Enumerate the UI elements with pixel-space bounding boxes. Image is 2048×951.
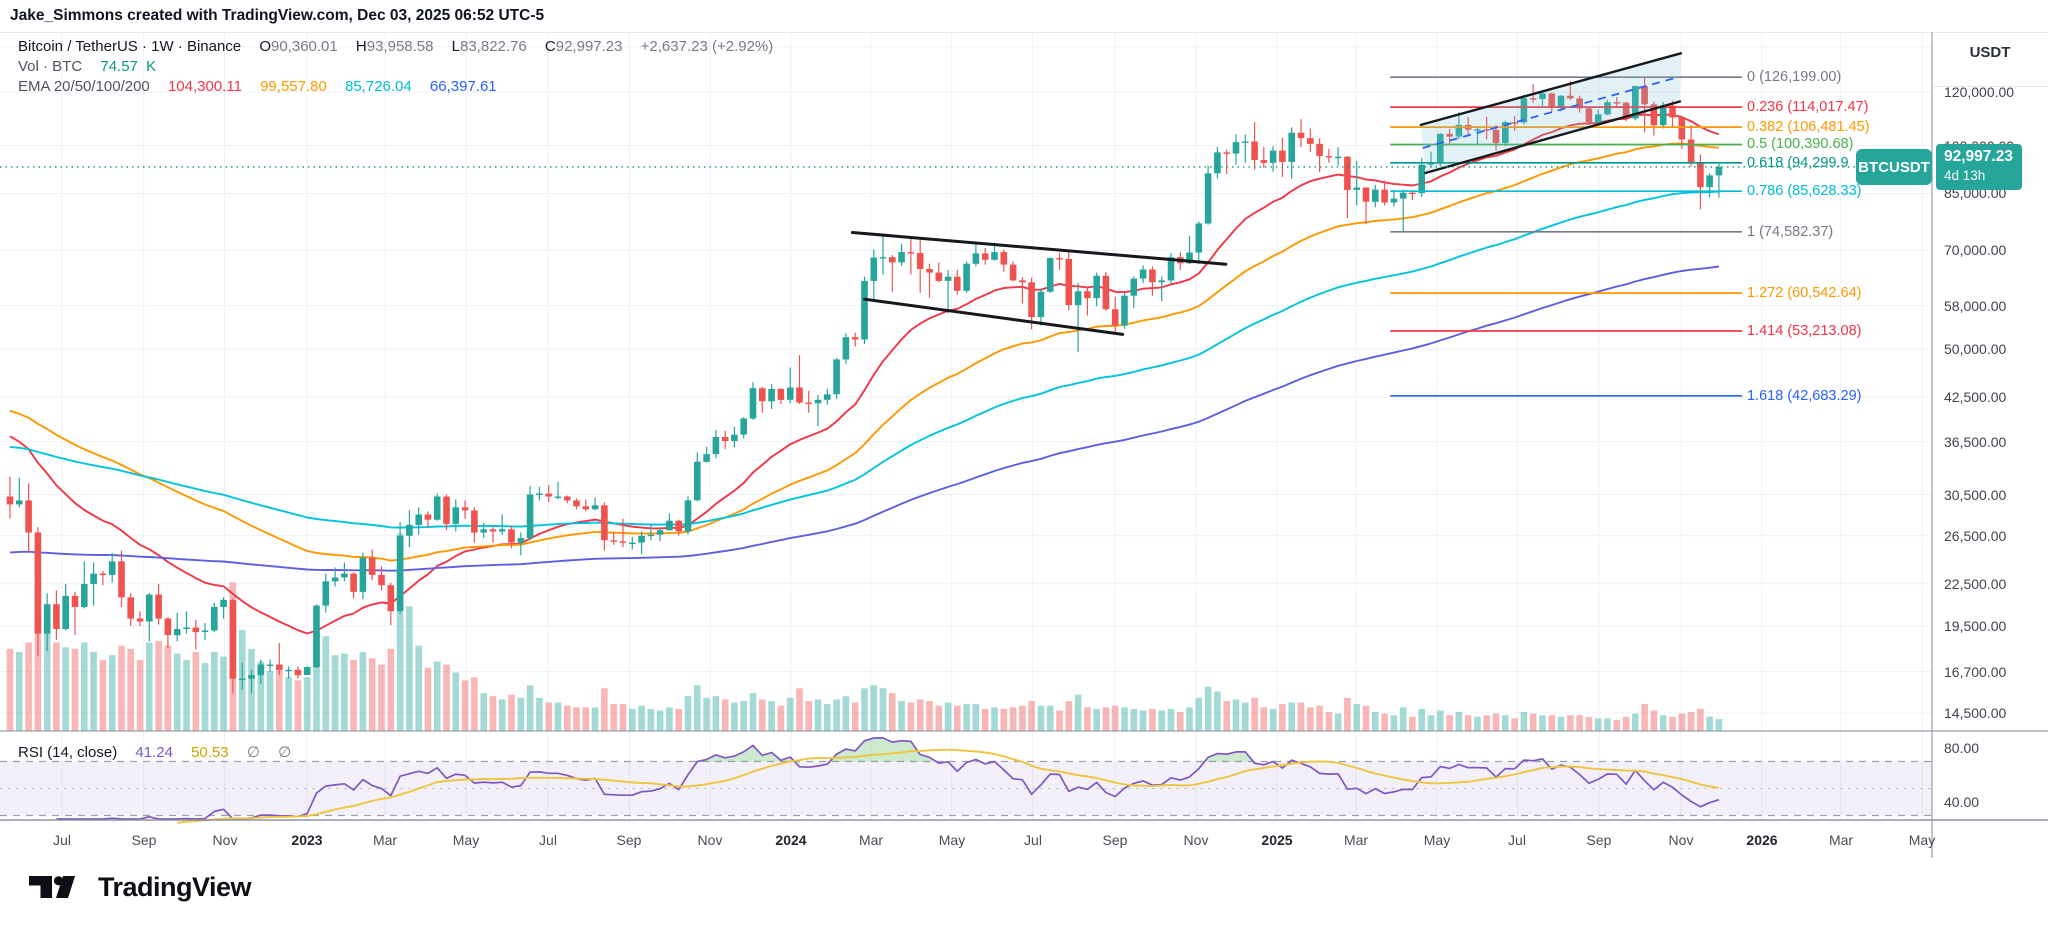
tradingview-logo[interactable]: TradingView bbox=[28, 872, 252, 903]
time-tick: Mar bbox=[1828, 832, 1854, 848]
ohlc-open-label: O bbox=[259, 38, 271, 55]
time-tick: Jul bbox=[53, 832, 71, 848]
time-tick: Jul bbox=[1508, 832, 1526, 848]
rsi-tick: 40.00 bbox=[1944, 794, 1980, 810]
time-tick: 2024 bbox=[775, 832, 807, 848]
time-tick: 2025 bbox=[1261, 832, 1293, 848]
fib-level-label[interactable]: 1.618 (42,683.29) bbox=[1747, 388, 1862, 404]
symbol-legend[interactable]: Bitcoin / TetherUS · 1W · Binance O90,36… bbox=[18, 38, 773, 55]
fib-level-label[interactable]: 1.414 (53,213.08) bbox=[1747, 323, 1862, 339]
volume-value: 74.57 bbox=[100, 58, 138, 75]
rsi-value: 41.24 bbox=[135, 744, 173, 761]
time-tick: Nov bbox=[1183, 832, 1209, 848]
price-tick: 36,500.00 bbox=[1944, 434, 2007, 450]
time-tick: May bbox=[938, 832, 966, 848]
time-tick: Jul bbox=[1024, 832, 1042, 848]
price-tick: 16,700.00 bbox=[1944, 664, 2007, 680]
volume-label: Vol · BTC bbox=[18, 58, 83, 75]
time-tick: Mar bbox=[858, 832, 884, 848]
ohlc-high-value: 93,958.58 bbox=[366, 38, 434, 55]
rsi-empty-icon: ∅ bbox=[246, 744, 260, 761]
time-tick: Jul bbox=[539, 832, 557, 848]
price-tick: 42,500.00 bbox=[1944, 389, 2007, 405]
volume-legend[interactable]: Vol · BTC 74.57 K bbox=[18, 58, 156, 75]
rsi-title: RSI (14, close) bbox=[18, 744, 118, 761]
ohlc-low-value: 83,822.76 bbox=[460, 38, 527, 55]
price-tick: 19,500.00 bbox=[1944, 618, 2007, 634]
bar-countdown: 4d 13h bbox=[1944, 168, 1986, 183]
time-tick: Mar bbox=[372, 832, 398, 848]
ema-legend[interactable]: EMA 20/50/100/200 104,300.11 99,557.80 8… bbox=[18, 78, 497, 95]
volume-unit: K bbox=[146, 58, 157, 75]
fib-level-label[interactable]: 1.272 (60,542.64) bbox=[1747, 285, 1862, 301]
price-tick: 26,500.00 bbox=[1944, 528, 2007, 544]
chart-frame bbox=[0, 32, 2048, 859]
rsi-ma-value: 50.53 bbox=[191, 744, 229, 761]
ticker-badge: BTCUSDT bbox=[1856, 149, 1932, 185]
price-tick: 70,000.00 bbox=[1944, 242, 2007, 258]
rsi-legend[interactable]: RSI (14, close) 41.24 50.53 ∅ ∅ bbox=[18, 743, 291, 761]
price-axis-currency[interactable]: USDT bbox=[1969, 44, 2011, 61]
price-tick: 30,500.00 bbox=[1944, 487, 2007, 503]
fib-level-label[interactable]: 1 (74,582.37) bbox=[1747, 224, 1834, 240]
axis-header-divider bbox=[1933, 86, 2048, 87]
ema-label: EMA 20/50/100/200 bbox=[18, 78, 150, 95]
time-tick: May bbox=[1423, 832, 1451, 848]
fib-level-label[interactable]: 0.5 (100,390.68) bbox=[1747, 136, 1854, 152]
ohlc-low-label: L bbox=[451, 38, 460, 55]
ohlc-open-value: 90,360.01 bbox=[271, 38, 338, 55]
time-tick: Nov bbox=[212, 832, 238, 848]
change-value: +2,637.23 (+2.92%) bbox=[640, 38, 774, 55]
time-tick: Mar bbox=[1343, 832, 1369, 848]
ema50-value: 99,557.80 bbox=[260, 78, 327, 95]
fib-level-label[interactable]: 0.382 (106,481.45) bbox=[1747, 119, 1870, 135]
time-tick: Sep bbox=[131, 832, 157, 848]
time-tick: Sep bbox=[616, 832, 642, 848]
last-price-badge: 92,997.23 4d 13h bbox=[1936, 144, 2022, 190]
time-tick: Nov bbox=[697, 832, 723, 848]
ohlc-close-value: 92,997.23 bbox=[555, 38, 623, 55]
time-tick: May bbox=[1908, 832, 1936, 848]
rsi-tick: 80.00 bbox=[1944, 740, 1980, 756]
price-tick: 58,000.00 bbox=[1944, 298, 2007, 314]
tradingview-logo-icon bbox=[29, 876, 75, 898]
fib-level-label[interactable]: 0 (126,199.00) bbox=[1747, 69, 1842, 85]
fib-level-label[interactable]: 0.786 (85,628.33) bbox=[1747, 183, 1862, 199]
ema200-value: 66,397.61 bbox=[429, 78, 497, 95]
chart-title: Jake_Simmons created with TradingView.co… bbox=[10, 7, 545, 24]
symbol-name: Bitcoin / TetherUS · 1W · Binance bbox=[18, 38, 242, 55]
tradingview-logo-text: TradingView bbox=[98, 872, 252, 902]
fib-level-label[interactable]: 0.618 (94,299.9 bbox=[1747, 155, 1849, 171]
rsi-empty-icon-2: ∅ bbox=[278, 744, 292, 761]
ohlc-close-label: C bbox=[544, 38, 556, 55]
ema100-value: 85,726.04 bbox=[345, 78, 412, 95]
time-tick: 2023 bbox=[291, 832, 323, 848]
ohlc-high-label: H bbox=[355, 38, 367, 55]
time-tick: Nov bbox=[1668, 832, 1694, 848]
fib-level-label[interactable]: 0.236 (114,017.47) bbox=[1747, 99, 1869, 115]
last-price-value: 92,997.23 bbox=[1944, 148, 2013, 165]
price-tick: 120,000.00 bbox=[1944, 84, 2015, 100]
ema20-value: 104,300.11 bbox=[167, 78, 242, 95]
price-tick: 22,500.00 bbox=[1944, 576, 2007, 592]
time-tick: Sep bbox=[1586, 832, 1612, 848]
price-tick: 14,500.00 bbox=[1944, 705, 2007, 721]
time-tick: May bbox=[452, 832, 480, 848]
time-tick: Sep bbox=[1102, 832, 1128, 848]
time-tick: 2026 bbox=[1746, 832, 1778, 848]
price-tick: 50,000.00 bbox=[1944, 341, 2007, 357]
